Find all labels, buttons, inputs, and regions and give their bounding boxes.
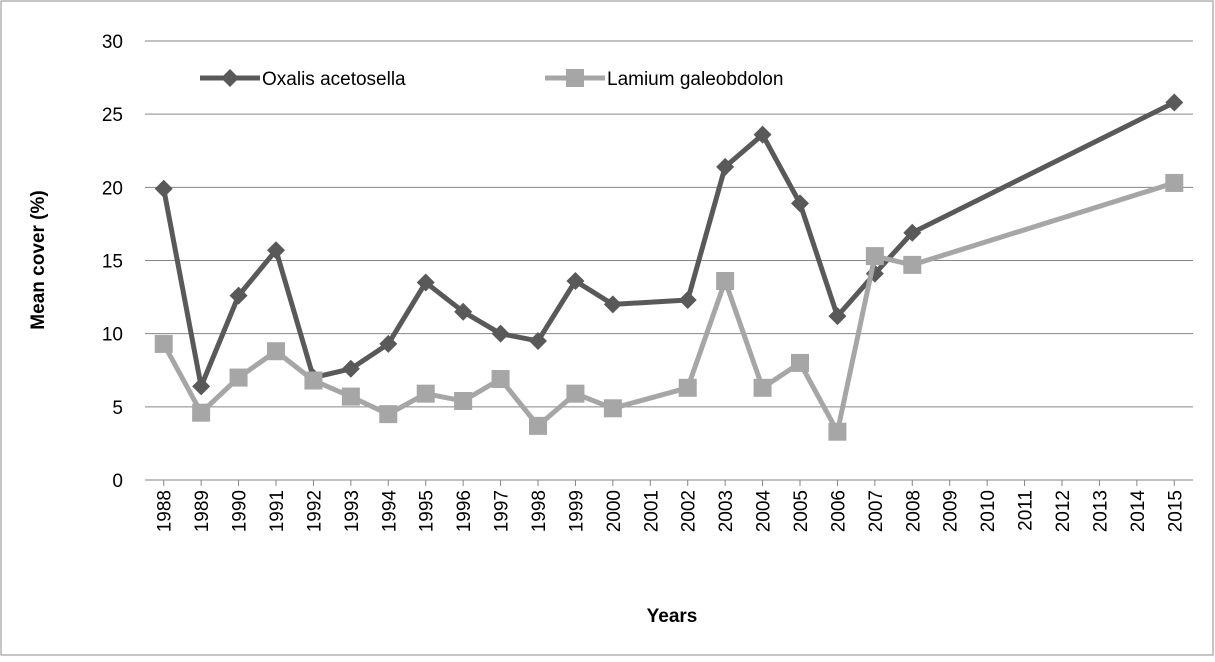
x-tick-label: 1999	[566, 490, 587, 532]
y-tick-label: 5	[112, 398, 123, 419]
data-point	[454, 302, 473, 321]
data-point	[791, 194, 809, 213]
x-tick-label: 2001	[641, 490, 662, 532]
data-point	[154, 334, 173, 353]
x-axis-title: Years	[647, 606, 698, 627]
legend-label: Lamium galeobdolon	[607, 69, 783, 90]
y-tick-label: 30	[102, 32, 123, 53]
x-tick-label: 2009	[941, 490, 962, 532]
x-tick-label: 2007	[866, 490, 887, 532]
y-tick-label: 20	[102, 178, 123, 199]
data-point	[416, 273, 435, 292]
y-tick-label: 15	[102, 252, 123, 273]
data-point	[267, 342, 285, 361]
x-tick-label: 2000	[604, 490, 625, 532]
x-tick-label: 2005	[791, 490, 812, 532]
legend-marker	[566, 69, 584, 87]
data-point	[865, 247, 884, 266]
data-point	[416, 384, 435, 403]
data-point	[791, 353, 809, 372]
data-point	[903, 223, 922, 242]
x-tick-label: 1989	[192, 490, 213, 532]
y-tick-label: 25	[102, 105, 123, 126]
x-tick-label: 2011	[1016, 490, 1037, 531]
legend-marker	[221, 69, 239, 87]
x-tick-label: 2006	[828, 490, 849, 532]
data-point	[1165, 173, 1184, 192]
data-point	[716, 271, 735, 290]
data-point	[154, 179, 173, 198]
data-point	[341, 387, 360, 406]
data-point	[341, 359, 360, 378]
x-tick-label: 1997	[492, 490, 513, 532]
data-point	[753, 378, 772, 397]
data-point	[1165, 93, 1184, 112]
x-tick-label: 2013	[1090, 490, 1111, 532]
y-axis-title: Mean cover (%)	[28, 190, 49, 329]
x-tick-label: 2003	[716, 490, 737, 532]
data-point	[454, 391, 473, 410]
data-point	[491, 324, 510, 343]
x-tick-label: 2015	[1165, 490, 1186, 532]
x-tick-label: 2008	[903, 490, 924, 532]
x-tick-label: 2014	[1128, 490, 1149, 533]
data-point	[828, 422, 847, 441]
data-point	[678, 291, 697, 310]
data-point	[229, 286, 248, 305]
x-tick-label: 1994	[379, 490, 400, 533]
x-tick-label: 1998	[529, 490, 550, 532]
data-point	[716, 157, 735, 176]
data-point	[491, 370, 510, 389]
data-point	[267, 241, 285, 260]
x-tick-label: 2004	[754, 490, 775, 533]
legend-label: Oxalis acetosella	[262, 69, 406, 90]
data-point	[753, 125, 772, 144]
data-point	[603, 399, 622, 418]
x-tick-label: 1993	[342, 490, 363, 532]
x-tick-label: 1990	[230, 490, 251, 532]
y-tick-label: 0	[112, 471, 123, 492]
x-tick-label: 1996	[454, 490, 475, 532]
data-point	[304, 371, 323, 390]
x-tick-label: 2010	[978, 490, 999, 532]
data-point	[828, 307, 847, 326]
x-tick-label: 1991	[267, 490, 288, 532]
x-tick-label: 2002	[679, 490, 700, 532]
data-point	[229, 368, 248, 387]
x-tick-label: 1992	[304, 490, 325, 532]
data-point	[678, 378, 697, 397]
y-tick-label: 10	[102, 325, 123, 346]
data-point	[566, 271, 585, 290]
x-tick-label: 1988	[155, 490, 176, 532]
data-point	[529, 416, 547, 435]
data-point	[529, 331, 547, 350]
data-point	[379, 405, 398, 424]
x-tick-label: 2012	[1053, 490, 1074, 532]
x-tick-label: 1995	[417, 490, 438, 532]
data-point	[603, 295, 622, 314]
data-point	[903, 255, 922, 274]
data-point	[379, 334, 398, 353]
data-point	[192, 403, 211, 422]
data-point	[192, 377, 211, 396]
data-point	[566, 384, 585, 403]
